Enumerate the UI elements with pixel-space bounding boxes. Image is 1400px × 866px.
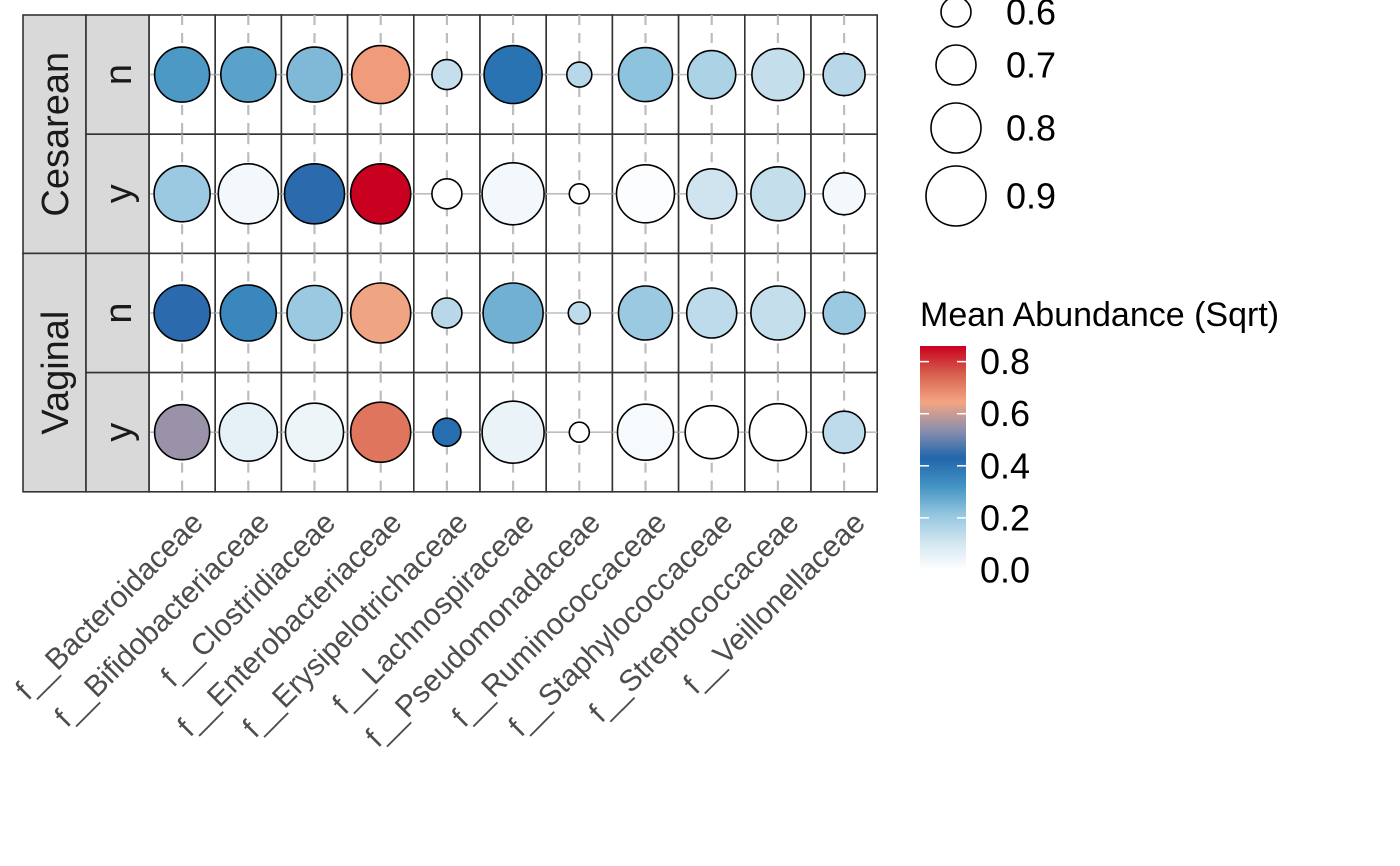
bubble bbox=[616, 403, 675, 462]
bubble bbox=[748, 402, 808, 462]
facet-strip-sub bbox=[85, 14, 150, 135]
x-axis-tick-labels: f__Bacteroidaceaef__Bifidobacteriaceaef_… bbox=[10, 506, 872, 753]
size-legend-label: 0.6 bbox=[1006, 0, 1056, 33]
facet-strip-sub-label: n bbox=[98, 64, 140, 85]
facet-strip-group-label: Cesarean bbox=[35, 52, 77, 217]
bubble bbox=[431, 297, 463, 329]
color-legend-tick-label: 0.2 bbox=[980, 497, 1030, 538]
bubble bbox=[685, 168, 738, 220]
bubble bbox=[431, 178, 463, 210]
size-legend-label: 0.7 bbox=[1006, 45, 1056, 86]
bubble bbox=[283, 163, 346, 225]
bubble bbox=[153, 403, 211, 461]
bubble bbox=[750, 166, 806, 222]
bubble bbox=[568, 421, 591, 444]
bubble bbox=[482, 282, 544, 344]
bubble bbox=[617, 46, 674, 103]
facet-strip-sub bbox=[85, 133, 150, 255]
size-legend-label: 0.9 bbox=[1006, 176, 1056, 217]
bubble bbox=[218, 402, 279, 463]
bubble bbox=[284, 402, 345, 463]
bubble bbox=[431, 58, 463, 91]
bubble bbox=[750, 285, 806, 341]
size-legend-label: 0.8 bbox=[1006, 108, 1056, 149]
bubble bbox=[432, 417, 462, 448]
size-legend: 0.6 0.7 0.8 0.9 bbox=[925, 0, 1056, 227]
size-legend-key bbox=[940, 0, 972, 28]
facet-strip-sub-label: n bbox=[98, 302, 140, 323]
bubble bbox=[615, 164, 676, 224]
facet-strips: Cesarean Vaginal n y n y bbox=[22, 14, 150, 493]
size-legend-key bbox=[925, 165, 987, 227]
bubble bbox=[220, 46, 277, 103]
bubble bbox=[286, 46, 343, 103]
bubble bbox=[219, 284, 278, 342]
color-legend-tick-label: 0.8 bbox=[980, 341, 1030, 382]
bubble bbox=[617, 285, 674, 341]
bubble bbox=[822, 172, 866, 216]
bubble bbox=[481, 162, 545, 226]
bubble bbox=[286, 284, 343, 342]
facet-strip-group bbox=[22, 14, 87, 255]
bubble bbox=[481, 400, 545, 465]
color-bar bbox=[920, 346, 966, 570]
bubble bbox=[349, 163, 412, 225]
bubble bbox=[686, 49, 737, 100]
color-legend-tick-label: 0.6 bbox=[980, 393, 1030, 434]
bubble bbox=[153, 46, 211, 103]
color-legend: Mean Abundance (Sqrt) 0.8 0.6 0.4 0.2 0.0 bbox=[920, 296, 1279, 591]
facet-strip-group-label: Vaginal bbox=[35, 311, 77, 435]
bubble bbox=[568, 183, 591, 205]
bubble bbox=[350, 44, 411, 105]
color-legend-title: Mean Abundance (Sqrt) bbox=[920, 296, 1279, 334]
facet-strip-sub-label: y bbox=[98, 423, 140, 442]
bubble bbox=[685, 287, 738, 339]
bubble bbox=[751, 47, 805, 102]
bubble bbox=[349, 401, 412, 464]
panel-grid bbox=[148, 14, 878, 493]
bubble bbox=[822, 410, 866, 455]
bubble bbox=[483, 44, 543, 105]
facet-strip-sub-label: y bbox=[98, 184, 140, 203]
size-legend-key bbox=[935, 44, 977, 86]
bubble bbox=[349, 282, 412, 344]
color-legend-tick-label: 0.0 bbox=[980, 550, 1030, 591]
bubble bbox=[822, 291, 866, 335]
bubble bbox=[217, 163, 280, 225]
facet-strip-sub bbox=[85, 252, 150, 374]
bubble bbox=[567, 301, 592, 325]
facet-strip-sub bbox=[85, 371, 150, 493]
color-legend-tick-label: 0.4 bbox=[980, 445, 1030, 486]
bubble bbox=[822, 52, 866, 97]
facet-strip-group bbox=[22, 252, 87, 493]
bubble bbox=[565, 61, 593, 88]
size-legend-key bbox=[930, 102, 982, 154]
bubble bbox=[153, 165, 211, 223]
bubble bbox=[684, 404, 740, 460]
bubble bbox=[153, 284, 211, 342]
